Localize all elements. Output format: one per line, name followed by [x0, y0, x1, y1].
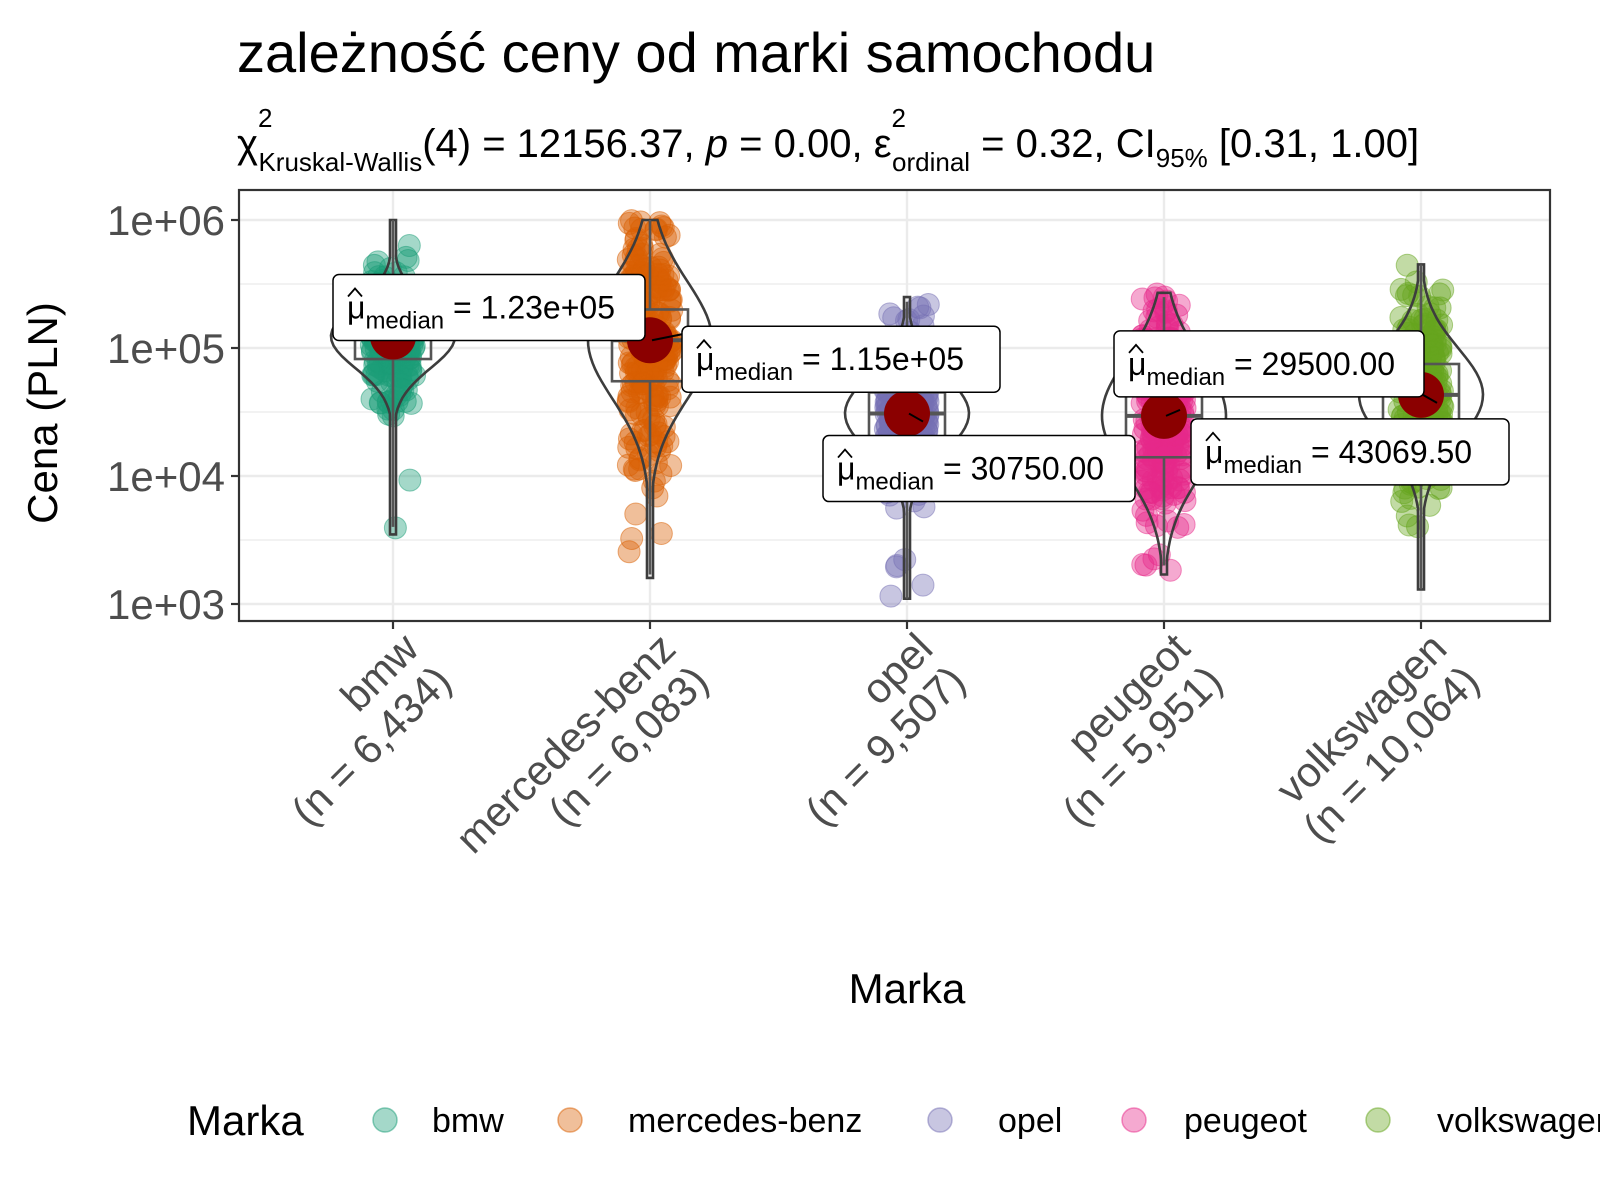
data-point: [624, 502, 648, 526]
data-point: [916, 293, 940, 317]
chart-title: zależność ceny od marki samochodu: [237, 21, 1155, 84]
median-label-bmw: μmedian = 1.23e+05: [332, 273, 646, 342]
category-bmw: [329, 218, 457, 540]
median-point: [1141, 392, 1187, 439]
x-tick-label: peugeot(n = 5,951): [1021, 624, 1231, 834]
data-point: [655, 268, 679, 292]
y-tick-label: 1e+03: [107, 581, 225, 628]
median-point: [884, 390, 930, 437]
data-point: [1395, 253, 1419, 277]
hat-glyph: [837, 448, 853, 459]
median-label-connector: [1422, 393, 1438, 404]
median-label-connector: [908, 412, 924, 423]
y-tick-label: 1e+06: [107, 197, 225, 244]
median-label-text: μmedian = 30750.00: [837, 451, 1104, 496]
data-point: [398, 468, 422, 492]
y-axis-title: Cena (PLN): [19, 302, 66, 524]
data-point: [1153, 491, 1177, 515]
median-label-text: μmedian = 43069.50: [1205, 434, 1472, 479]
data-point: [1389, 306, 1413, 330]
median-label-box: [1190, 418, 1510, 486]
median-label-mercedes-benz: μmedian = 1.15e+05: [651, 325, 1001, 393]
x-tick-label: bmw(n = 6,434): [250, 624, 461, 835]
median-label-box: [681, 325, 1001, 393]
data-point: [878, 302, 902, 326]
data-point: [1130, 287, 1154, 311]
data-point: [659, 454, 683, 478]
median-label-text: μmedian = 29500.00: [1128, 346, 1395, 391]
data-point: [1413, 312, 1437, 336]
data-point: [628, 210, 652, 234]
x-tick-label: mercedes-benz(n = 6,083): [446, 624, 716, 894]
data-point: [620, 527, 644, 551]
hat-glyph: [696, 338, 712, 349]
x-axis-title: Marka: [849, 965, 966, 1012]
median-labels: μmedian = 1.23e+05 μmedian = 1.15e+05 μmed…: [332, 273, 1510, 503]
median-label-text: μmedian = 1.23e+05: [347, 289, 615, 334]
data-point: [628, 457, 652, 481]
data-point: [1166, 476, 1190, 500]
median-label-box: [332, 273, 646, 342]
data-point: [911, 573, 935, 597]
violin: [586, 218, 714, 580]
violin: [329, 218, 457, 536]
legend-key-bmw: [372, 1107, 398, 1133]
median-label-box: [822, 434, 1136, 503]
median-label-connector: [1165, 408, 1181, 417]
x-axis: bmw(n = 6,434)mercedes-benz(n = 6,083) op…: [250, 621, 1488, 894]
data-point: [658, 385, 682, 409]
y-axis: 1e+03 1e+04 1e+05 1e+06: [107, 197, 239, 628]
legend-key-opel: [927, 1107, 953, 1133]
legend-title: Marka: [187, 1097, 304, 1144]
data-point: [1431, 278, 1455, 302]
chart-subtitle: χ2 Kruskal-Wallis(4) = 12156.37, p = 0.00…: [237, 103, 1419, 177]
median-label-volkswagen: μmedian = 43069.50: [1190, 393, 1510, 486]
median-label-opel: μmedian = 30750.00: [822, 412, 1136, 503]
data-point: [633, 418, 657, 442]
legend-label-mercedes-benz: mercedes-benz: [628, 1102, 862, 1140]
data-point: [1429, 341, 1453, 365]
legend-key-volkswagen: [1365, 1107, 1391, 1133]
category-mercedes-benz: [586, 209, 714, 580]
data-point: [1154, 299, 1178, 323]
legend-label-opel: opel: [998, 1102, 1062, 1140]
data-point: [1151, 487, 1175, 511]
median-label-connector: [651, 333, 683, 342]
data-point: [1428, 282, 1452, 306]
legend-key-peugeot: [1121, 1107, 1147, 1133]
data-point: [617, 390, 641, 414]
legend-key-mercedes-benz: [557, 1107, 583, 1133]
data-point: [1158, 558, 1182, 582]
legend: Marka bmw mercedes-benz opel peugeot volkswa…: [187, 1097, 1600, 1144]
data-point: [879, 584, 903, 608]
median-label-text: μmedian = 1.15e+05: [696, 341, 964, 386]
legend-label-peugeot: peugeot: [1184, 1102, 1307, 1140]
data-point: [1131, 553, 1155, 577]
median-label-peugeot: μmedian = 29500.00: [1113, 330, 1425, 417]
median-label-box: [1113, 330, 1425, 398]
data-point: [362, 253, 386, 277]
data-point: [1390, 489, 1414, 513]
data-point: [645, 394, 669, 418]
x-tick-label: opel(n = 9,507): [764, 624, 974, 834]
y-tick-label: 1e+05: [107, 325, 225, 372]
data-point: [658, 394, 682, 418]
data-point: [658, 278, 682, 302]
hat-glyph: [347, 287, 363, 298]
y-tick-label: 1e+04: [107, 453, 225, 500]
hat-glyph: [1205, 431, 1221, 442]
legend-label-bmw: bmw: [432, 1102, 504, 1140]
hat-glyph: [1128, 343, 1144, 354]
plot-panel-border: [237, 188, 1552, 623]
x-tick-label: volkswagen(n = 10,064): [1261, 624, 1488, 851]
legend-label-volkswagen: volkswagen: [1437, 1102, 1600, 1140]
